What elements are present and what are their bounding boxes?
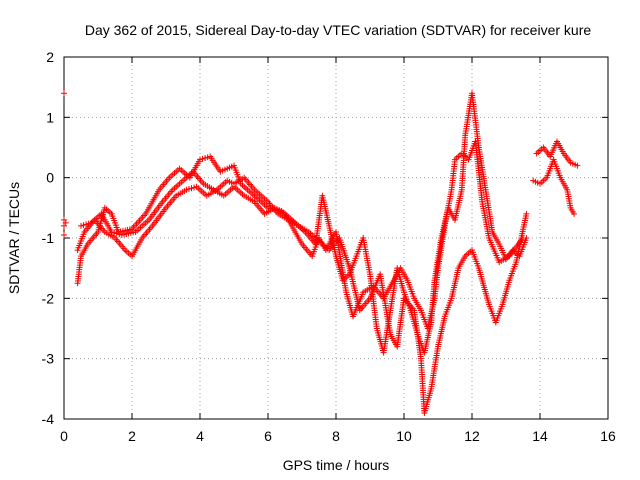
data-point-track-a	[199, 155, 206, 162]
data-point-outliers	[61, 90, 67, 97]
x-tick-label: 2	[128, 428, 136, 444]
y-tick-label: 0	[46, 170, 54, 186]
data-point-track-c	[80, 222, 87, 229]
x-tick-label: 4	[196, 428, 204, 444]
data-point-outliers	[61, 231, 67, 238]
data-point-track-c	[85, 220, 92, 227]
data-point-track-b	[191, 184, 198, 191]
y-tick-label: -3	[42, 351, 55, 367]
x-tick-label: 14	[532, 428, 548, 444]
x-axis-label: GPS time / hours	[283, 457, 390, 473]
data-point-track-c	[108, 228, 115, 235]
y-tick-label: -1	[42, 230, 55, 246]
y-tick-label: 2	[46, 49, 54, 65]
data-points	[61, 90, 581, 416]
data-point-track-b	[185, 185, 192, 192]
data-point-track-a	[202, 155, 209, 162]
data-point-track-b	[183, 186, 190, 193]
data-point-outliers	[62, 219, 69, 226]
x-tick-label: 0	[60, 428, 68, 444]
y-axis-label: SDTVAR / TECUs	[6, 182, 22, 294]
data-point-track-c	[520, 235, 526, 241]
y-tick-label: -2	[42, 290, 55, 306]
data-point-track-d	[574, 162, 581, 169]
data-point-track-e	[571, 210, 577, 217]
y-tick-label: -4	[42, 411, 55, 427]
data-point-outliers	[61, 216, 67, 223]
data-point-track-c	[113, 230, 120, 237]
grid	[64, 57, 608, 419]
data-point-track-c	[111, 229, 118, 236]
x-tick-label: 8	[332, 428, 340, 444]
data-point-track-a	[204, 154, 211, 161]
x-tick-label: 6	[264, 428, 272, 444]
x-tick-label: 12	[464, 428, 480, 444]
data-point-track-c	[78, 222, 84, 229]
chart-title: Day 362 of 2015, Sidereal Day-to-day VTE…	[85, 22, 591, 38]
data-point-track-c	[83, 221, 90, 228]
data-point-track-a	[197, 156, 203, 163]
data-point-track-b	[188, 185, 195, 192]
data-point-outliers	[61, 222, 67, 229]
x-tick-label: 10	[396, 428, 412, 444]
axis-ticks	[63, 56, 609, 420]
data-point-track-b	[523, 210, 530, 217]
y-tick-label: 1	[46, 109, 54, 125]
x-tick-label: 16	[600, 428, 616, 444]
